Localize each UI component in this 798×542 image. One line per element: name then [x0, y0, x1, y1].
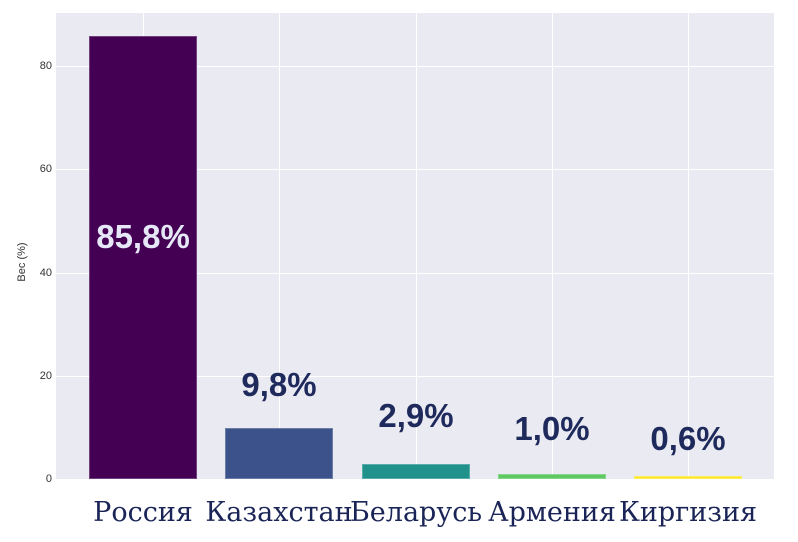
- x-tick-label: Казахстан: [205, 497, 353, 528]
- y-tick-label: 20: [39, 369, 52, 382]
- v-gridline: [552, 13, 553, 479]
- y-tick-label: 60: [39, 163, 52, 176]
- v-gridline: [688, 13, 689, 479]
- h-gridline: [56, 272, 774, 274]
- x-tick-label: Киргизия: [618, 497, 758, 528]
- h-gridline: [56, 66, 774, 68]
- v-gridline: [416, 13, 417, 479]
- y-tick-label: 80: [39, 60, 52, 73]
- plot-area: [56, 13, 774, 480]
- x-tick-label: Беларусь: [349, 497, 483, 528]
- bar-value-label: 1,0%: [514, 410, 590, 447]
- bar: [634, 475, 742, 479]
- bar-value-label: 85,8%: [96, 218, 190, 255]
- bar: [89, 36, 197, 479]
- y-tick-label: 0: [45, 473, 52, 485]
- bar: [498, 473, 606, 479]
- y-axis-label: Вес (%): [16, 242, 28, 282]
- v-gridline: [279, 13, 280, 479]
- bar-value-label: 0,6%: [650, 420, 726, 457]
- h-gridline: [56, 479, 774, 480]
- x-tick-label: Россия: [93, 497, 193, 528]
- x-tick-label: Армения: [488, 497, 616, 528]
- bar-value-label: 2,9%: [378, 397, 454, 434]
- bar: [362, 464, 470, 479]
- bar-value-label: 9,8%: [241, 366, 317, 403]
- bar: [225, 428, 333, 479]
- h-gridline: [56, 375, 774, 377]
- h-gridline: [56, 169, 774, 171]
- y-tick-label: 40: [39, 266, 52, 279]
